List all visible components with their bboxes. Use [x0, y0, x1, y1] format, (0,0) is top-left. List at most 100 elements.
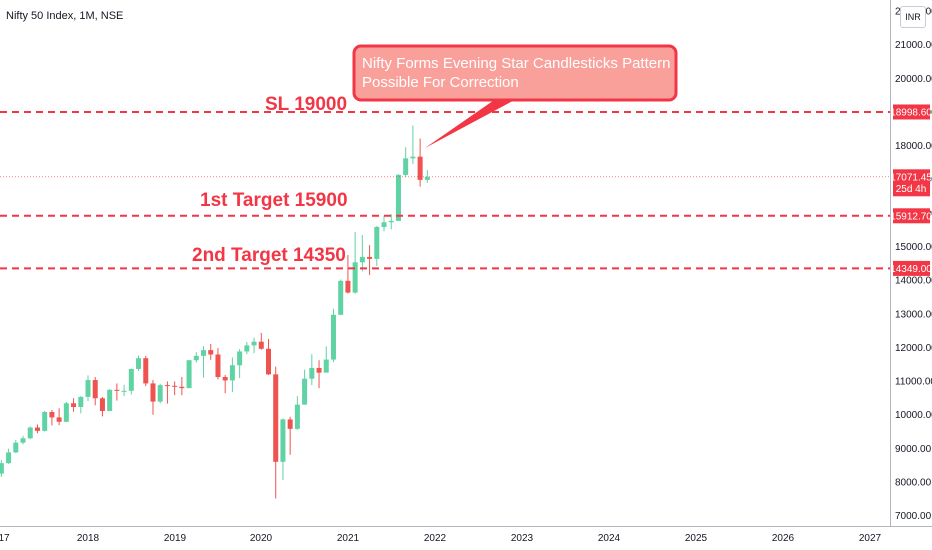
candle[interactable]: [85, 375, 91, 402]
candle-body: [71, 403, 77, 407]
candle[interactable]: [424, 170, 430, 183]
price-tick-label: 13000.00: [895, 309, 932, 320]
candle[interactable]: [229, 357, 235, 393]
candle[interactable]: [186, 359, 192, 389]
candle[interactable]: [136, 355, 142, 371]
callout-pointer: [425, 96, 522, 148]
candle[interactable]: [0, 460, 4, 477]
candle[interactable]: [403, 147, 409, 178]
candle[interactable]: [49, 410, 55, 426]
candle[interactable]: [309, 354, 315, 386]
svg-text:14349.00: 14349.00: [890, 264, 932, 275]
price-tick-label: 14000.00: [895, 276, 932, 287]
time-tick-label: 2018: [77, 533, 100, 544]
candle[interactable]: [395, 174, 401, 221]
candle[interactable]: [294, 396, 300, 430]
candle[interactable]: [150, 380, 156, 415]
candle[interactable]: [92, 377, 98, 406]
candle-body: [6, 452, 12, 464]
candle-body: [381, 222, 387, 227]
candle[interactable]: [20, 435, 26, 445]
chart-title: Nifty 50 Index, 1M, NSE: [6, 10, 123, 22]
candle[interactable]: [193, 352, 199, 363]
candle[interactable]: [78, 396, 84, 414]
candle-body: [107, 389, 113, 412]
svg-text:18998.60: 18998.60: [890, 107, 932, 118]
candle[interactable]: [316, 360, 322, 389]
candle[interactable]: [345, 254, 351, 294]
price-tick-label: 7000.00: [895, 511, 932, 522]
candle[interactable]: [330, 308, 336, 363]
candle[interactable]: [251, 337, 257, 354]
candle-body: [359, 256, 365, 263]
candle[interactable]: [338, 279, 344, 316]
candle[interactable]: [114, 383, 120, 401]
candle[interactable]: [388, 214, 394, 230]
candle-body: [388, 220, 394, 223]
candle[interactable]: [215, 348, 221, 380]
price-tick-label: 8000.00: [895, 478, 932, 489]
candle-body: [34, 427, 40, 431]
candle[interactable]: [56, 408, 62, 426]
time-tick-label: 2024: [598, 533, 621, 544]
candle[interactable]: [410, 125, 416, 165]
candle[interactable]: [302, 369, 308, 405]
candle-body: [237, 351, 243, 366]
price-tick-label: 21000.00: [895, 40, 932, 51]
candle[interactable]: [172, 381, 178, 396]
price-tick-label: 15000.00: [895, 242, 932, 253]
candle[interactable]: [34, 424, 40, 434]
candle[interactable]: [359, 235, 365, 272]
candle[interactable]: [42, 411, 48, 432]
candle[interactable]: [280, 418, 286, 480]
callout[interactable]: Nifty Forms Evening Star Candlesticks Pa…: [352, 44, 678, 148]
candle[interactable]: [222, 375, 228, 394]
time-tick-label: 2021: [337, 533, 360, 544]
candle[interactable]: [417, 138, 423, 187]
candle[interactable]: [27, 426, 33, 440]
candle[interactable]: [143, 355, 149, 387]
candle[interactable]: [381, 215, 387, 232]
candle-body: [157, 385, 163, 402]
candle-body: [136, 358, 142, 369]
candle[interactable]: [323, 346, 329, 373]
candle[interactable]: [244, 342, 250, 355]
candle[interactable]: [157, 383, 163, 404]
candle[interactable]: [258, 332, 264, 350]
candlestick-series[interactable]: [0, 125, 430, 499]
candle[interactable]: [352, 232, 358, 294]
price-tag-target2: 14349.00: [890, 260, 932, 276]
candle[interactable]: [107, 389, 113, 412]
currency-button[interactable]: INR: [900, 6, 926, 28]
candle[interactable]: [71, 398, 77, 412]
candle[interactable]: [367, 245, 373, 276]
candle[interactable]: [287, 416, 293, 455]
candle[interactable]: [99, 396, 105, 417]
candle[interactable]: [164, 381, 170, 404]
time-tick-label: 2026: [772, 533, 795, 544]
candle-body: [316, 367, 322, 373]
price-tick-label: 10000.00: [895, 410, 932, 421]
candle[interactable]: [208, 344, 214, 360]
candle-body: [403, 158, 409, 175]
candle[interactable]: [121, 384, 127, 397]
candle-body: [367, 256, 373, 259]
candle[interactable]: [201, 346, 207, 378]
candle[interactable]: [237, 349, 243, 379]
time-tick-label: 2020: [250, 533, 273, 544]
candle-body: [164, 385, 170, 387]
candle[interactable]: [6, 448, 12, 464]
candle[interactable]: [374, 225, 380, 267]
candle[interactable]: [13, 439, 19, 454]
price-tick-label: 12000.00: [895, 343, 932, 354]
price-tick-label: 20000.00: [895, 74, 932, 85]
candle[interactable]: [63, 401, 69, 423]
price-tick-label: 9000.00: [895, 444, 932, 455]
candle[interactable]: [128, 368, 134, 395]
candle[interactable]: [273, 366, 279, 499]
candle-body: [258, 341, 264, 349]
candle[interactable]: [179, 377, 185, 396]
time-axis[interactable]: 17 2018 2019 2020 2021 2022 2023 2024 2025 2026 20…: [0, 533, 882, 544]
candle[interactable]: [266, 339, 271, 376]
